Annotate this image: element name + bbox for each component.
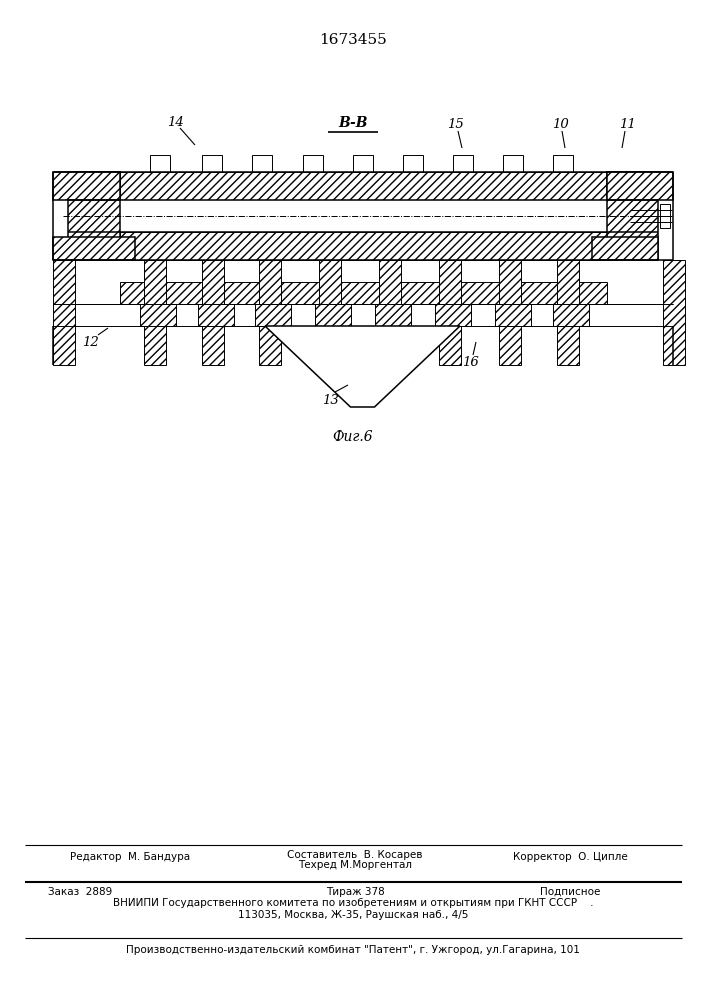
Bar: [53, 260, 75, 365]
Bar: [315, 304, 351, 326]
Bar: [319, 260, 341, 365]
Text: 10: 10: [551, 118, 568, 131]
Bar: [68, 172, 120, 260]
Text: Подписное: Подписное: [540, 887, 600, 897]
Bar: [140, 304, 176, 326]
Bar: [150, 155, 170, 172]
Bar: [499, 260, 521, 365]
Bar: [252, 155, 272, 172]
Bar: [303, 155, 323, 172]
Bar: [120, 172, 607, 200]
Bar: [120, 232, 607, 260]
Bar: [435, 304, 471, 326]
Bar: [53, 237, 135, 260]
Bar: [68, 200, 658, 232]
Text: 113035, Москва, Ж-35, Раушская наб., 4/5: 113035, Москва, Ж-35, Раушская наб., 4/5: [238, 910, 468, 920]
Bar: [53, 172, 120, 200]
Text: 15: 15: [447, 118, 463, 131]
Bar: [553, 304, 589, 326]
Text: Техред М.Моргентал: Техред М.Моргентал: [298, 860, 412, 870]
Bar: [503, 155, 523, 172]
Bar: [202, 260, 224, 365]
Text: Составитель  В. Косарев: Составитель В. Косарев: [287, 850, 423, 860]
Text: 13: 13: [322, 393, 339, 406]
Text: 16: 16: [462, 356, 479, 368]
Text: 14: 14: [167, 115, 183, 128]
Text: 12: 12: [81, 336, 98, 349]
Text: ВНИИПИ Государственного комитета по изобретениям и открытиям при ГКНТ СССР    .: ВНИИПИ Государственного комитета по изоб…: [112, 898, 593, 908]
Bar: [607, 172, 658, 260]
Text: Фиг.6: Фиг.6: [333, 430, 373, 444]
Bar: [144, 260, 166, 365]
Bar: [259, 260, 281, 365]
Bar: [202, 155, 222, 172]
Bar: [495, 304, 531, 326]
Text: Корректор  О. Ципле: Корректор О. Ципле: [513, 852, 627, 862]
Text: Редактор  М. Бандура: Редактор М. Бандура: [70, 852, 190, 862]
Text: B-B: B-B: [338, 116, 368, 130]
Bar: [439, 260, 461, 365]
Bar: [557, 260, 579, 365]
Bar: [255, 304, 291, 326]
Polygon shape: [265, 326, 460, 407]
Bar: [403, 155, 423, 172]
Bar: [353, 155, 373, 172]
Bar: [453, 155, 473, 172]
Bar: [375, 304, 411, 326]
Bar: [607, 172, 673, 200]
Bar: [592, 237, 658, 260]
Bar: [379, 260, 401, 365]
Bar: [663, 260, 685, 365]
Bar: [198, 304, 234, 326]
Text: 11: 11: [619, 118, 636, 131]
Text: 1673455: 1673455: [319, 33, 387, 47]
Bar: [553, 155, 573, 172]
Text: Заказ  2889: Заказ 2889: [48, 887, 112, 897]
Bar: [660, 204, 670, 228]
Text: Производственно-издательский комбинат "Патент", г. Ужгород, ул.Гагарина, 101: Производственно-издательский комбинат "П…: [126, 945, 580, 955]
Bar: [120, 282, 607, 304]
Text: Тираж 378: Тираж 378: [326, 887, 385, 897]
